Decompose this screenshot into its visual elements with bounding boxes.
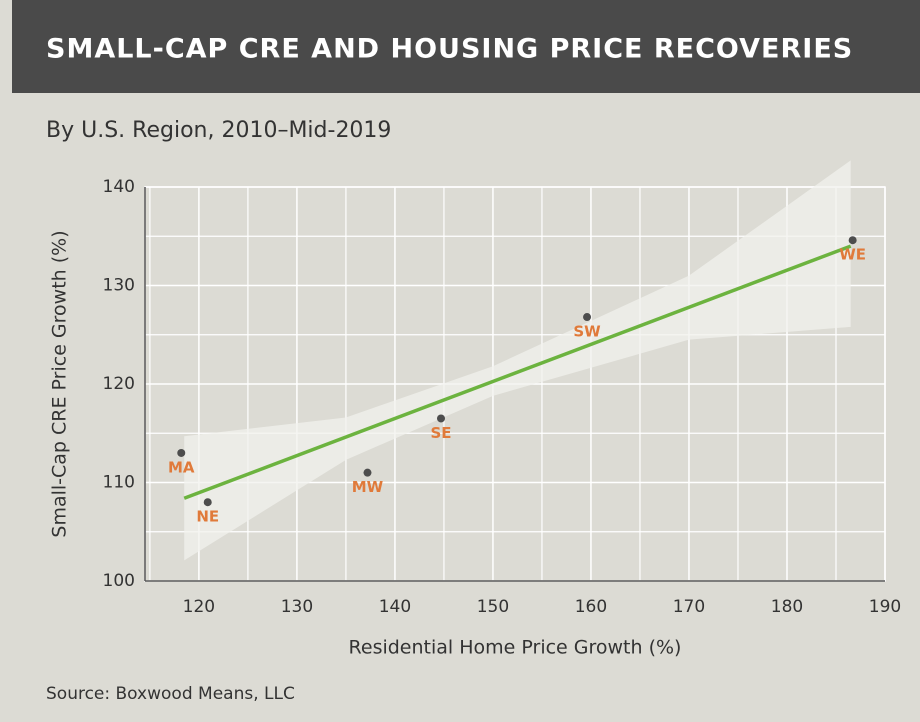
point [203,498,212,507]
x-axis-label: Residential Home Price Growth (%) [349,637,682,659]
point-label: WE [839,246,866,264]
source: Source: Boxwood Means, LLC [46,684,295,704]
point [363,468,372,477]
y-tick-label: 100 [103,571,135,591]
x-tick-label: 190 [869,597,901,617]
x-tick-label: 140 [379,597,411,617]
y-tick-label: 140 [103,177,135,197]
point [848,236,857,245]
x-tick-label: 180 [771,597,803,617]
point-label: SE [430,424,451,442]
point [437,414,445,423]
y-tick-label: 110 [103,473,135,493]
point-label: NE [196,508,219,526]
x-tick-label: 170 [673,597,705,617]
chart-title: SMALL-CAP CRE AND HOUSING PRICE RECOVERI… [46,34,853,65]
y-tick-label: 130 [103,276,135,296]
point-label: MW [352,478,384,496]
y-axis-label: Small-Cap CRE Price Growth (%) [49,230,71,537]
point [583,313,592,322]
confidence-band [184,160,851,561]
point-label: MA [168,458,195,476]
x-tick-label: 160 [575,597,607,617]
x-tick-label: 120 [183,597,215,617]
x-tick-label: 130 [281,597,313,617]
point-label: SW [573,323,601,341]
y-tick-label: 120 [103,374,135,394]
header [12,0,920,93]
subtitle: By U.S. Region, 2010–Mid-2019 [46,118,391,143]
x-tick-label: 150 [477,597,509,617]
point [177,448,186,457]
trend-line [183,244,852,500]
